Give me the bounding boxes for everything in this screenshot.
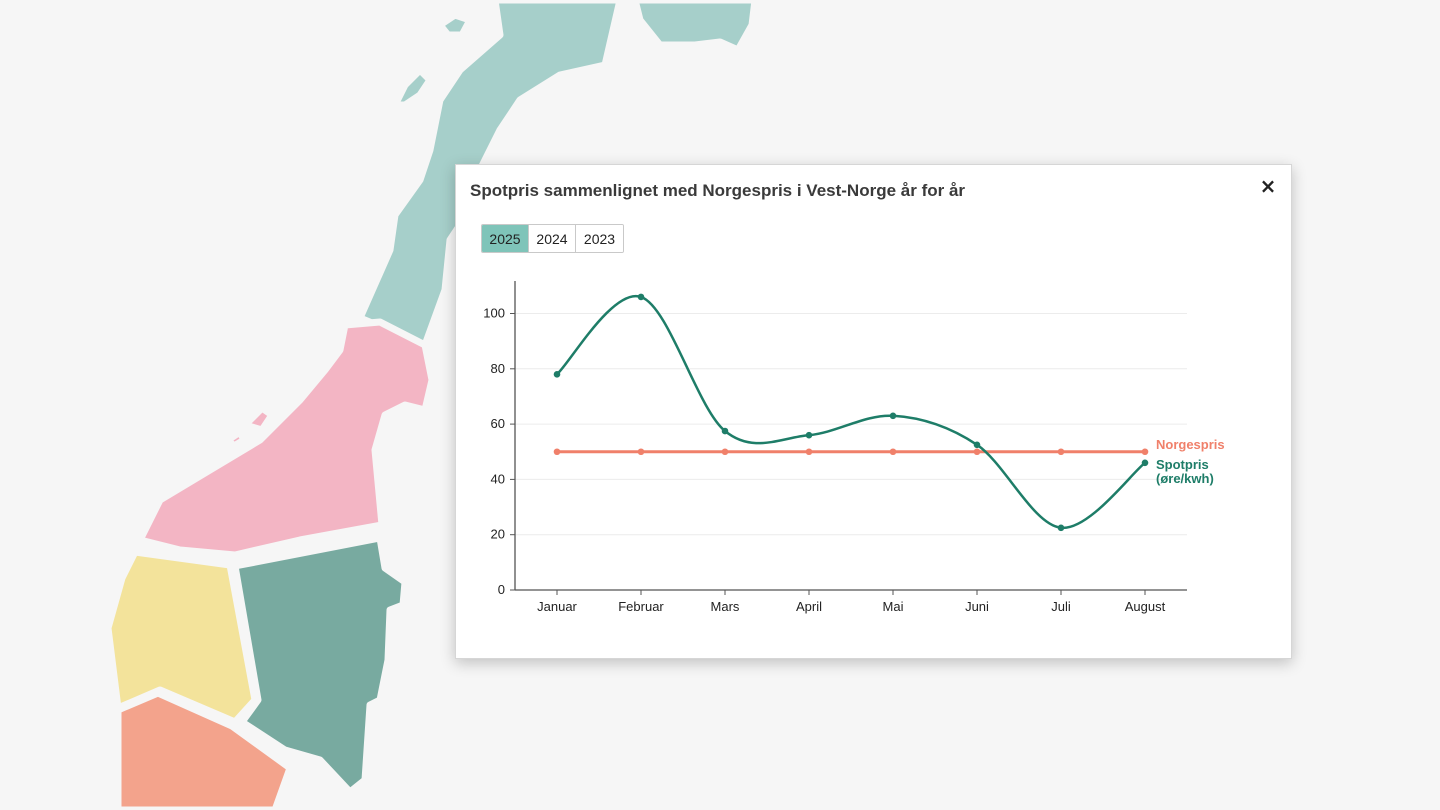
data-point-spotpris[interactable] [553,371,561,378]
data-point-norgespris[interactable] [1057,448,1065,456]
chart-axes [514,281,1187,591]
close-button[interactable]: × [1257,175,1279,197]
x-tick-label: Mai [883,599,904,614]
data-point-spotpris[interactable] [637,293,645,301]
y-tick-label: 60 [491,416,505,431]
region-west-norway[interactable] [104,548,259,726]
data-point-norgespris[interactable] [637,448,645,456]
x-tick-label: Januar [537,599,577,614]
y-ticks: 0 20 40 60 80 100 [483,306,515,597]
region-north-norway[interactable] [356,0,864,349]
tab-year-2023[interactable]: 2023 [576,225,623,252]
y-tick-label: 80 [491,361,505,376]
data-point-spotpris[interactable] [1057,524,1065,532]
x-tick-label: Juni [965,599,989,614]
chart-series [553,293,1149,532]
data-point-norgespris[interactable] [973,448,981,456]
data-point-spotpris[interactable] [889,412,897,420]
year-tab-group: 2025 2024 2023 [481,224,624,253]
region-east-norway[interactable] [231,534,409,796]
x-tick-label: Mars [711,599,740,614]
data-point-norgespris[interactable] [805,448,813,456]
x-tick-label: Februar [618,599,664,614]
modal-title: Spotpris sammenlignet med Norgespris i V… [470,181,966,200]
x-ticks: Januar Februar Mars April Mai Juni Juli August [537,590,1166,614]
data-point-norgespris[interactable] [889,448,897,456]
tab-year-2024[interactable]: 2024 [529,225,576,252]
data-point-norgespris[interactable] [721,448,729,456]
data-point-norgespris[interactable] [553,448,561,456]
data-point-spotpris[interactable] [805,431,813,439]
series-line-spotpris [555,294,1147,530]
series-label-norgespris: Norgespris [1156,437,1225,452]
series-label-spotpris: Spotpris [1156,457,1209,472]
x-tick-label: August [1125,599,1166,614]
data-point-spotpris[interactable] [1141,459,1149,467]
y-tick-label: 40 [491,471,505,486]
y-tick-label: 100 [483,306,505,321]
data-point-spotpris[interactable] [721,427,729,435]
x-tick-label: April [796,599,822,614]
region-south-norway[interactable] [114,689,294,810]
line-chart: 0 20 40 60 80 100 Januar Februar Mars April Mai Ju… [483,281,1225,614]
data-point-spotpris[interactable] [973,441,981,449]
region-mid-norway[interactable] [136,318,436,559]
tab-year-2025[interactable]: 2025 [482,225,529,252]
x-tick-label: Juli [1051,599,1071,614]
y-tick-label: 20 [491,527,505,542]
series-label-spotpris-unit: (øre/kwh) [1156,471,1214,486]
price-comparison-modal: Spotpris sammenlignet med Norgespris i V… [455,164,1292,659]
series-labels: Norgespris Spotpris (øre/kwh) [1156,437,1225,486]
data-point-norgespris[interactable] [1141,448,1149,456]
y-tick-label: 0 [498,582,505,597]
